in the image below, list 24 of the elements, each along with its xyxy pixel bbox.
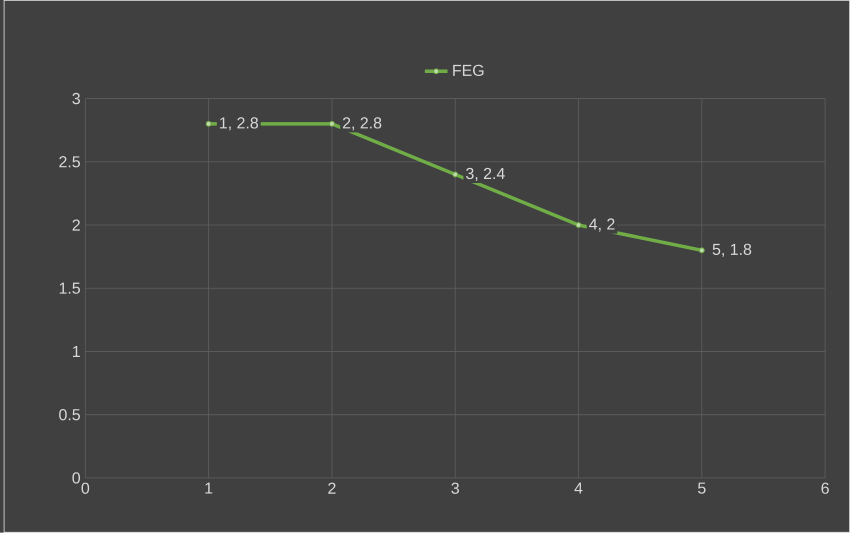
- point: [698, 248, 705, 254]
- y-tick-label: 1.5: [60, 282, 80, 294]
- x-tick-label: 1: [205, 482, 212, 494]
- y-tick-label: 1: [72, 346, 80, 358]
- data-label: 4, 2: [589, 218, 614, 232]
- x-tick-label: 3: [451, 482, 459, 494]
- point: [329, 121, 335, 127]
- data-label: 1, 2.8: [220, 117, 258, 131]
- y-tick-label: 2.5: [59, 156, 80, 168]
- data-label: 2, 2.8: [342, 117, 382, 131]
- x-tick-label: 5: [698, 482, 706, 494]
- data-label: 5, 1.8: [712, 244, 752, 258]
- x-tick-label: 4: [574, 482, 582, 494]
- x-tick-label: 0: [82, 482, 90, 494]
- point: [452, 172, 458, 178]
- y-tick-label: 0.5: [59, 409, 80, 420]
- y-tick-label: 3: [72, 93, 80, 104]
- legend-label: FEG: [453, 64, 484, 76]
- data-label: 3, 2.4: [466, 168, 505, 182]
- x-tick-label: 6: [821, 482, 829, 494]
- y-tick-label: 0: [72, 472, 80, 484]
- x-tick-label: 2: [328, 482, 336, 494]
- y-tick-label: 2: [72, 220, 80, 231]
- point: [576, 222, 582, 228]
